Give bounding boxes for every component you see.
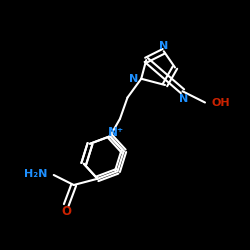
Text: OH: OH xyxy=(211,98,230,108)
Text: N: N xyxy=(159,41,168,51)
Text: H₂N: H₂N xyxy=(24,169,48,179)
Text: O: O xyxy=(61,205,71,218)
Text: N⁺: N⁺ xyxy=(108,126,124,139)
Text: N: N xyxy=(179,94,188,104)
Text: N: N xyxy=(129,74,138,84)
